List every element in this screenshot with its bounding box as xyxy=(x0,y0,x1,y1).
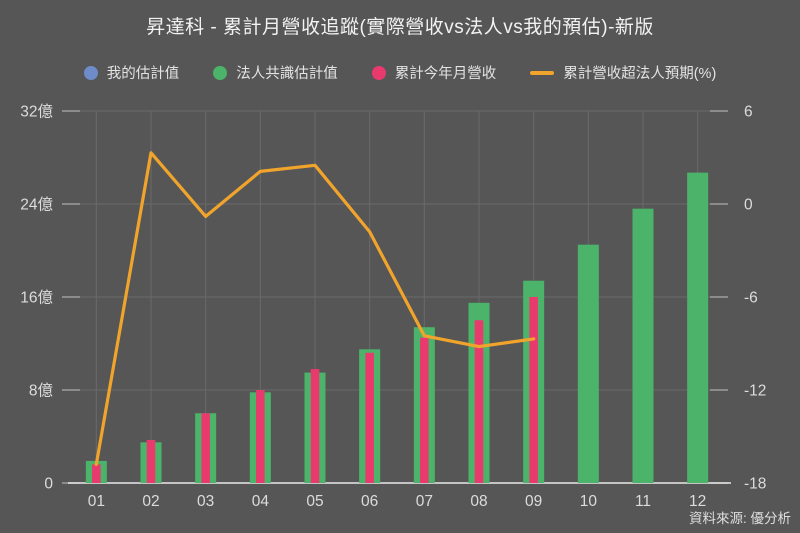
chart-title: 昇達科 - 累計月營收追蹤(實際營收vs法人vs我的預估)-新版 xyxy=(146,17,654,38)
x-axis-tick-label: 01 xyxy=(88,493,105,510)
bar-consensus-11[interactable] xyxy=(632,208,654,483)
bar-actual-06[interactable] xyxy=(365,352,374,483)
x-axis-tick-label: 04 xyxy=(252,493,270,510)
legend-dot-marker xyxy=(83,65,98,80)
left-axis-tick-label: 16億 xyxy=(20,289,53,307)
x-axis-tick-label: 05 xyxy=(306,493,323,510)
source-note: 資料來源: 優分析 xyxy=(688,511,791,526)
bar-consensus-10[interactable] xyxy=(577,244,599,483)
bar-actual-01[interactable] xyxy=(92,464,101,483)
left-axis-tick-label: 8億 xyxy=(29,382,53,400)
legend-item-0[interactable]: 我的估計值 xyxy=(83,62,180,83)
legend-label: 累計營收超法人預期(%) xyxy=(563,66,717,82)
right-axis-tick-label: -12 xyxy=(744,383,766,400)
right-axis-tick-label: -18 xyxy=(744,476,766,493)
legend-label: 我的估計值 xyxy=(106,66,180,82)
x-axis-tick-label: 08 xyxy=(470,493,487,510)
x-axis-tick-label: 02 xyxy=(142,493,159,510)
right-axis-tick-label: 0 xyxy=(744,197,753,214)
legend-label: 法人共識估計值 xyxy=(236,66,338,82)
legend-item-2[interactable]: 累計今年月營收 xyxy=(371,62,497,83)
right-axis-tick-label: 6 xyxy=(744,104,753,121)
bar-actual-07[interactable] xyxy=(420,337,429,483)
x-axis-tick-label: 10 xyxy=(580,493,598,510)
legend-label: 累計今年月營收 xyxy=(394,66,497,82)
bar-actual-04[interactable] xyxy=(256,390,265,483)
bar-actual-03[interactable] xyxy=(201,413,210,483)
x-axis-tick-label: 11 xyxy=(635,493,651,510)
bar-actual-09[interactable] xyxy=(529,297,538,483)
bar-actual-02[interactable] xyxy=(146,439,156,483)
x-axis-tick-label: 09 xyxy=(525,493,542,510)
legend: 我的估計值 法人共識估計值 累計今年月營收 累計營收超法人預期(%) xyxy=(0,62,800,83)
legend-line-marker xyxy=(530,70,555,75)
left-axis-tick-label: 0 xyxy=(44,476,53,493)
bar-actual-08[interactable] xyxy=(474,320,484,483)
x-axis-tick-label: 12 xyxy=(689,493,706,510)
bar-actual-05[interactable] xyxy=(310,369,320,483)
x-axis-tick-label: 07 xyxy=(416,493,433,510)
legend-dot-marker xyxy=(371,65,386,80)
left-axis-tick-label: 24億 xyxy=(20,196,53,214)
legend-item-3[interactable]: 累計營收超法人預期(%) xyxy=(530,62,716,83)
legend-dot-marker xyxy=(213,65,228,80)
bar-consensus-12[interactable] xyxy=(687,172,709,484)
left-axis-tick-label: 32億 xyxy=(20,103,53,121)
line-surprise[interactable] xyxy=(94,151,536,466)
x-axis-tick-label: 03 xyxy=(197,493,214,510)
legend-item-1[interactable]: 法人共識估計值 xyxy=(213,62,338,83)
x-axis-tick-label: 06 xyxy=(361,493,378,510)
right-axis-tick-label: -6 xyxy=(744,290,758,307)
